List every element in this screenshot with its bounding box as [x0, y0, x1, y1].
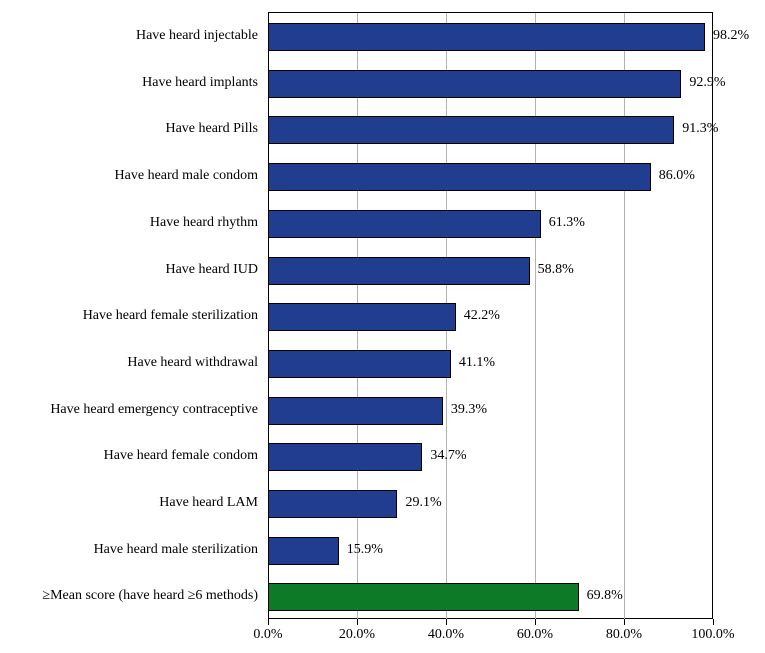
x-tick: [357, 619, 358, 625]
category-label: Have heard injectable: [136, 28, 258, 44]
category-label: ≥Mean score (have heard ≥6 methods): [42, 588, 258, 604]
bar: [268, 303, 456, 331]
gridline: [624, 13, 625, 619]
bar-value-label: 29.1%: [405, 495, 441, 511]
x-axis-label: 40.0%: [428, 627, 464, 643]
gridline: [535, 13, 536, 619]
x-tick: [446, 619, 447, 625]
bar: [268, 537, 339, 565]
category-label: Have heard female condom: [104, 448, 258, 464]
bar: [268, 70, 681, 98]
x-tick: [713, 619, 714, 625]
category-label: Have heard rhythm: [150, 215, 258, 231]
bar-value-label: 42.2%: [464, 308, 500, 324]
bar: [268, 116, 674, 144]
category-label: Have heard IUD: [165, 262, 258, 278]
bar-value-label: 86.0%: [659, 168, 695, 184]
category-label: Have heard emergency contraceptive: [50, 402, 258, 418]
bar-value-label: 41.1%: [459, 355, 495, 371]
x-tick: [535, 619, 536, 625]
bar: [268, 210, 541, 238]
x-tick: [268, 619, 269, 625]
bar: [268, 490, 397, 518]
bar-value-label: 58.8%: [538, 262, 574, 278]
category-label: Have heard withdrawal: [127, 355, 258, 371]
bar-value-label: 39.3%: [451, 402, 487, 418]
bar-value-label: 91.3%: [682, 121, 718, 137]
bar-value-label: 92.9%: [689, 75, 725, 91]
bar-value-label: 69.8%: [587, 588, 623, 604]
bar-value-label: 34.7%: [430, 448, 466, 464]
category-label: Have heard LAM: [159, 495, 258, 511]
bar-value-label: 98.2%: [713, 28, 749, 44]
x-axis-label: 100.0%: [691, 627, 734, 643]
bar: [268, 397, 443, 425]
bar-value-label: 61.3%: [549, 215, 585, 231]
x-axis-label: 80.0%: [606, 627, 642, 643]
bar: [268, 443, 422, 471]
bar: [268, 23, 705, 51]
category-label: Have heard female sterilization: [83, 308, 258, 324]
category-label: Have heard male sterilization: [94, 542, 258, 558]
bar: [268, 257, 530, 285]
category-label: Have heard implants: [142, 75, 258, 91]
bar: [268, 350, 451, 378]
x-axis-label: 0.0%: [253, 627, 282, 643]
category-label: Have heard male condom: [115, 168, 258, 184]
x-axis-label: 20.0%: [339, 627, 375, 643]
x-axis-label: 60.0%: [517, 627, 553, 643]
category-label: Have heard Pills: [165, 121, 258, 137]
bar: [268, 163, 651, 191]
bar-value-label: 15.9%: [347, 542, 383, 558]
x-tick: [624, 619, 625, 625]
bar: [268, 583, 579, 611]
awareness-bar-chart: 0.0% 20.0% 40.0% 60.0% 80.0% 100.0% 98.2% Have …: [0, 0, 765, 653]
